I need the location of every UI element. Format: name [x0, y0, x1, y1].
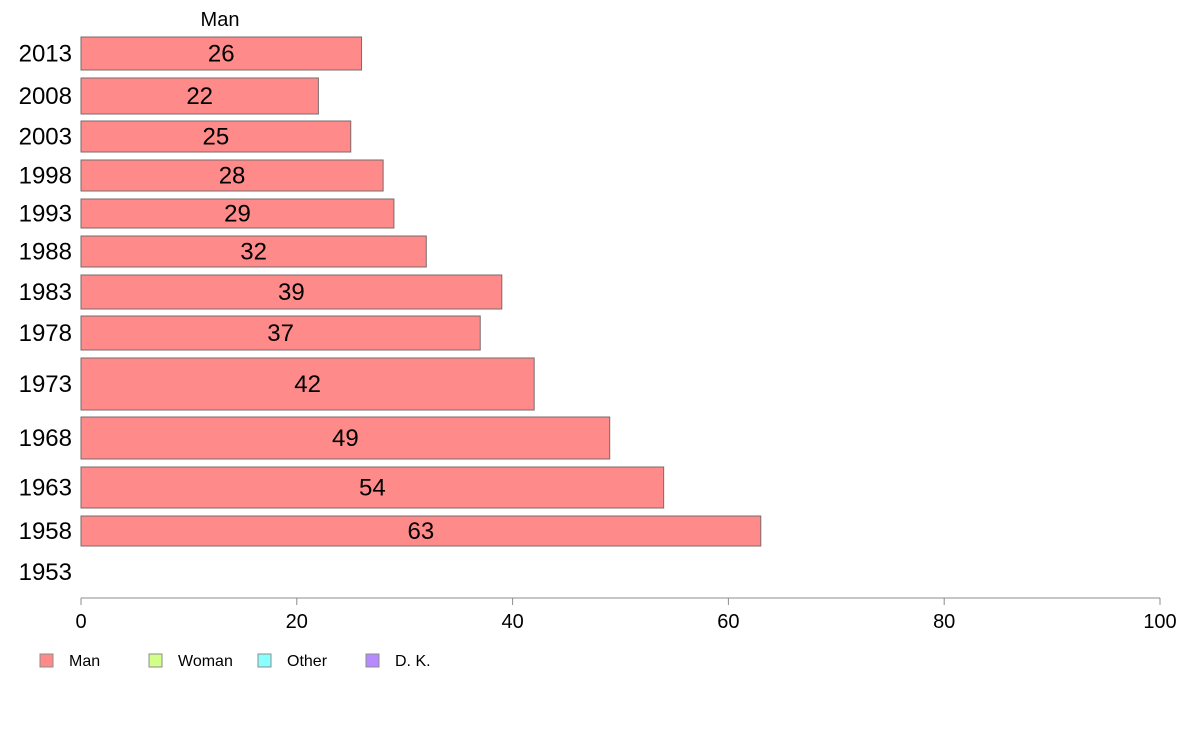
x-tick-label: 100	[1143, 611, 1176, 633]
legend-swatch	[257, 653, 272, 668]
bar	[80, 159, 384, 192]
legend: Man Woman Other D. K.	[39, 653, 431, 670]
x-tick-label: 20	[286, 611, 308, 633]
bar	[80, 315, 481, 351]
year-label: 1973	[19, 371, 72, 398]
bar	[80, 357, 535, 411]
bar-value-label: 22	[186, 83, 213, 110]
year-label: 1958	[19, 518, 72, 545]
x-tick-label: 0	[75, 611, 86, 633]
year-label: 1993	[19, 201, 72, 228]
bar-value-label: 37	[267, 320, 294, 347]
legend-swatch	[148, 653, 163, 668]
legend-label: D. K.	[395, 653, 431, 670]
legend-label: Woman	[178, 653, 233, 670]
bar-value-label: 54	[359, 475, 386, 502]
bar	[80, 36, 363, 71]
legend-item: Woman	[148, 653, 233, 670]
x-tick-label: 60	[717, 611, 739, 633]
year-label: 2008	[19, 83, 72, 110]
year-label: 1978	[19, 320, 72, 347]
bar-value-label: 26	[208, 41, 235, 68]
bar	[80, 274, 503, 310]
legend-item: Man	[39, 653, 100, 670]
bar-value-label: 42	[294, 371, 321, 398]
bar	[80, 235, 427, 268]
x-tick-label: 80	[933, 611, 955, 633]
bar	[80, 198, 395, 229]
year-label: 1983	[19, 279, 72, 306]
legend-item: D. K.	[365, 653, 431, 670]
legend-swatch	[39, 653, 54, 668]
bar	[80, 120, 352, 153]
year-label: 1963	[19, 475, 72, 502]
bar	[80, 466, 665, 509]
bar-value-label: 32	[240, 239, 267, 266]
year-label: 1998	[19, 163, 72, 190]
bar-value-label: 29	[224, 201, 251, 228]
bar-value-label: 25	[203, 124, 230, 151]
bars	[80, 36, 762, 547]
bar	[80, 515, 762, 547]
year-label: 2013	[19, 41, 72, 68]
column-header-label: Man	[201, 9, 240, 31]
year-label: 1988	[19, 239, 72, 266]
legend-label: Man	[69, 653, 100, 670]
year-labels: 2013 2008 2003 1998 1993 1988 1983 1978 1973 1968…	[19, 41, 72, 587]
bar-value-label: 49	[332, 425, 359, 452]
year-label: 1953	[19, 559, 72, 586]
bar	[80, 416, 611, 460]
legend-swatch	[365, 653, 380, 668]
bar-value-label: 63	[408, 518, 435, 545]
legend-item: Other	[257, 653, 328, 670]
column-header: Man	[201, 9, 240, 31]
x-axis: 0 20 40 60 80 100	[75, 597, 1177, 633]
bar	[80, 77, 319, 115]
x-tick-label: 40	[501, 611, 523, 633]
year-label: 2003	[19, 124, 72, 151]
bar-value-label: 28	[219, 163, 246, 190]
bar-value-label: 39	[278, 279, 305, 306]
legend-label: Other	[287, 653, 328, 670]
year-label: 1968	[19, 425, 72, 452]
